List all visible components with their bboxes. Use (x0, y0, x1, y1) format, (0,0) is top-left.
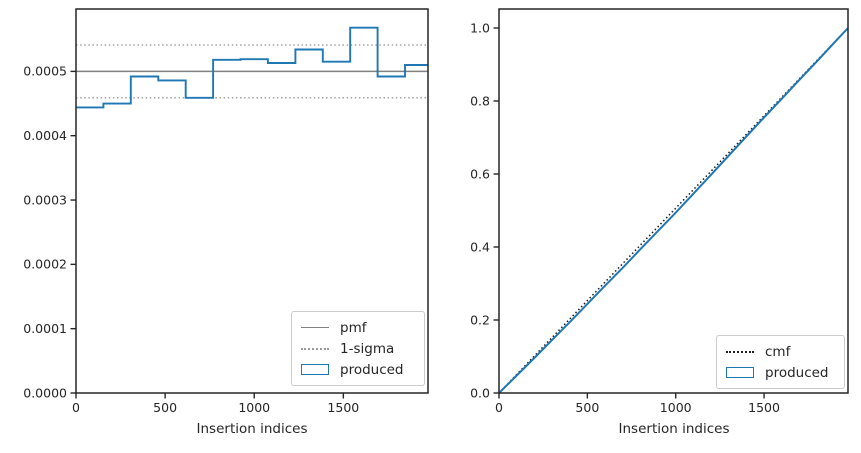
y-tick-label: 0.0002 (23, 257, 67, 272)
legend-label-1-sigma: 1-sigma (340, 340, 395, 357)
produced-step-line (76, 26, 428, 109)
legend-label-pmf: pmf (340, 319, 367, 336)
x-tick-label: 1000 (660, 400, 692, 415)
legend-label-cmf: cmf (765, 343, 791, 360)
pmf-legend: pmf 1-sigma produced (291, 311, 425, 386)
y-tick-label: 0.0005 (23, 64, 67, 79)
y-tick-label: 0.8 (470, 93, 490, 108)
y-tick-label: 0.0003 (23, 192, 67, 207)
legend-item-pmf: pmf (301, 319, 415, 336)
axes-frame (75, 8, 429, 394)
cmf-xaxis-label: Insertion indices (618, 421, 730, 437)
legend-label-produced: produced (765, 364, 829, 381)
x-tick-label: 1500 (327, 400, 359, 415)
y-tick-label: 0.2 (470, 312, 490, 327)
cmf-plot: 0 500 1000 1500 0.0 0.2 0.4 0.6 0.8 1.0 (470, 8, 849, 415)
y-tick-label: 0.0004 (23, 128, 67, 143)
y-tick-label: 0.6 (470, 166, 490, 181)
y-tick-label: 0.0001 (23, 321, 67, 336)
cmf-legend: cmf produced (716, 335, 845, 389)
rect-swatch-icon (726, 367, 754, 378)
pmf-xaxis-label: Insertion indices (196, 421, 308, 437)
y-tick-label: 0.0000 (23, 385, 67, 400)
y-tick-label: 0.0 (470, 385, 490, 400)
solid-line-swatch-icon (301, 327, 329, 328)
x-tick-label: 0 (495, 400, 503, 415)
x-tick-label: 500 (575, 400, 599, 415)
x-tick-label: 0 (72, 400, 80, 415)
rect-swatch-icon (301, 364, 329, 375)
axes-frame (498, 8, 849, 394)
y-tick-label: 0.4 (470, 239, 490, 254)
dotted-line-swatch-icon (301, 347, 329, 350)
pmf-plot: 0 500 1000 1500 0.0000 0.0001 0.0002 0.0003 0.00… (23, 8, 429, 415)
x-tick-label: 1000 (238, 400, 270, 415)
legend-item-cmf: cmf (726, 343, 835, 360)
produced-cmf-curve (498, 27, 849, 394)
x-tick-label: 1500 (748, 400, 780, 415)
legend-item-produced: produced (301, 361, 415, 378)
y-tick-label: 1.0 (470, 20, 490, 35)
legend-label-produced: produced (340, 361, 404, 378)
x-tick-label: 500 (153, 400, 177, 415)
legend-item-1-sigma: 1-sigma (301, 340, 415, 357)
dotted-line-swatch-icon (726, 350, 754, 353)
legend-item-produced: produced (726, 364, 835, 381)
